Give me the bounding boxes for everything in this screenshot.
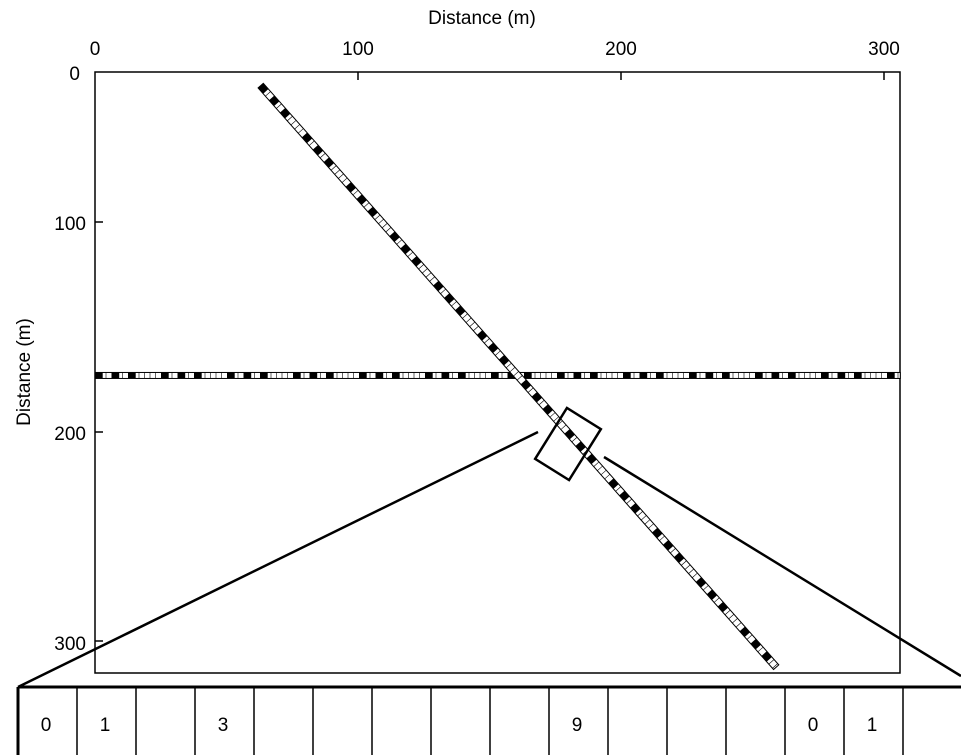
left-tick-label-200: 200: [54, 424, 86, 445]
horizontal-survey-line: [94, 371, 901, 379]
strip-cell-label: 1: [100, 715, 111, 736]
strip-cell-label: 9: [572, 715, 583, 736]
left-tick-marks: [95, 221, 103, 642]
top-tick-marks: [357, 72, 885, 80]
top-tick-label-0: 0: [90, 39, 101, 60]
left-tick-label-100: 100: [54, 214, 86, 235]
top-tick-label-100: 100: [342, 39, 374, 60]
diagonal-survey-line: [257, 82, 780, 671]
strip-cell-label: 0: [41, 715, 52, 736]
top-tick-label-300: 300: [868, 39, 900, 60]
top-tick-label-200: 200: [605, 39, 637, 60]
zoom-callout-lines: [17, 430, 961, 689]
left-tick-label-300: 300: [54, 634, 86, 655]
strip-cell-label: 3: [218, 715, 229, 736]
top-axis-title: Distance (m): [428, 8, 536, 29]
enlarged-strip: 0 1 3 9 0 1: [16, 685, 961, 755]
left-tick-label-0: 0: [69, 64, 80, 85]
strip-cell-label: 1: [867, 715, 878, 736]
zoom-box: [533, 406, 603, 482]
strip-cell-label: 0: [808, 715, 819, 736]
left-axis-title: Distance (m): [14, 318, 35, 426]
